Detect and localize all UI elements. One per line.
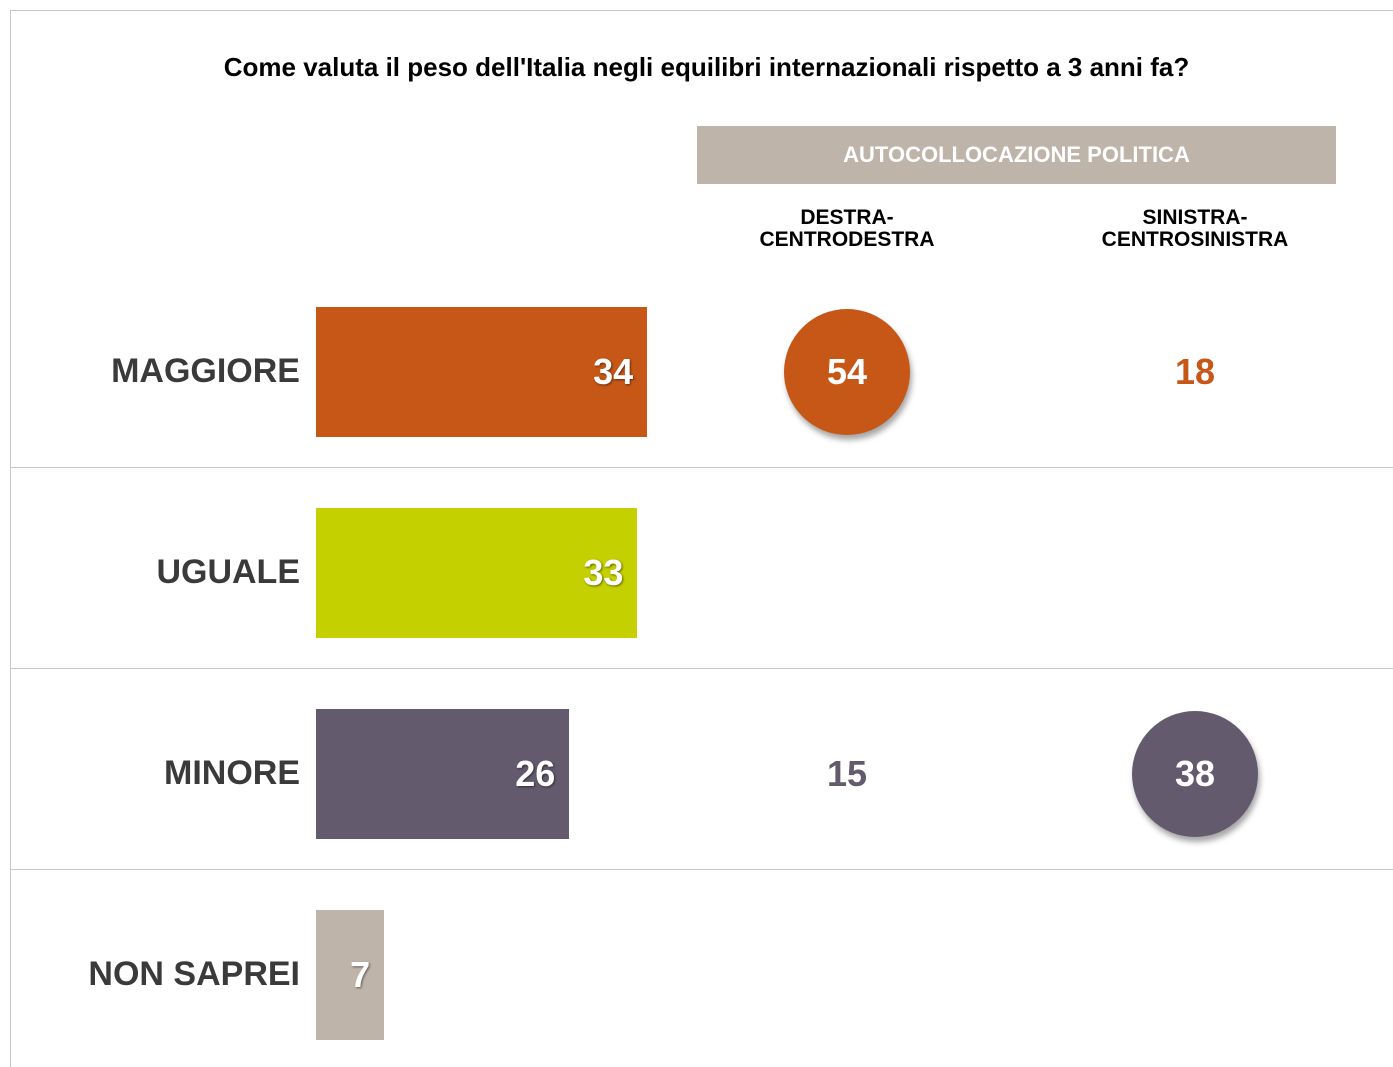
group-header: AUTOCOLLOCAZIONE POLITICA	[697, 126, 1336, 184]
value-label: 7	[350, 954, 371, 995]
highlight-circle	[784, 309, 910, 435]
value-label: 26	[515, 753, 556, 794]
category-label: UGUALE	[156, 553, 300, 591]
row-separator	[10, 869, 1393, 870]
cell-value: 18	[1174, 351, 1216, 392]
category-label: MAGGIORE	[111, 352, 300, 390]
value-label: 34	[593, 351, 634, 392]
cell-value: 54	[826, 351, 868, 392]
column-header: DESTRA- CENTRODESTRA	[759, 206, 935, 251]
row-separator	[10, 467, 1393, 468]
value-label: 33	[583, 552, 624, 593]
cell-value: 38	[1174, 753, 1216, 794]
chart-title: Come valuta il peso dell'Italia negli eq…	[223, 52, 1190, 82]
cell-value: 15	[826, 753, 868, 794]
highlight-circle	[1132, 711, 1258, 837]
bar: 7	[316, 910, 385, 1040]
category-label: NON SAPREI	[88, 955, 300, 993]
row-separator	[10, 668, 1393, 669]
frame-top	[10, 10, 1393, 11]
bar: 34	[316, 307, 648, 437]
bar: 26	[316, 709, 570, 839]
column-header: SINISTRA- CENTROSINISTRA	[1101, 206, 1289, 251]
bar: 33	[316, 508, 638, 638]
category-label: MINORE	[164, 754, 300, 792]
frame-left	[10, 10, 11, 1067]
